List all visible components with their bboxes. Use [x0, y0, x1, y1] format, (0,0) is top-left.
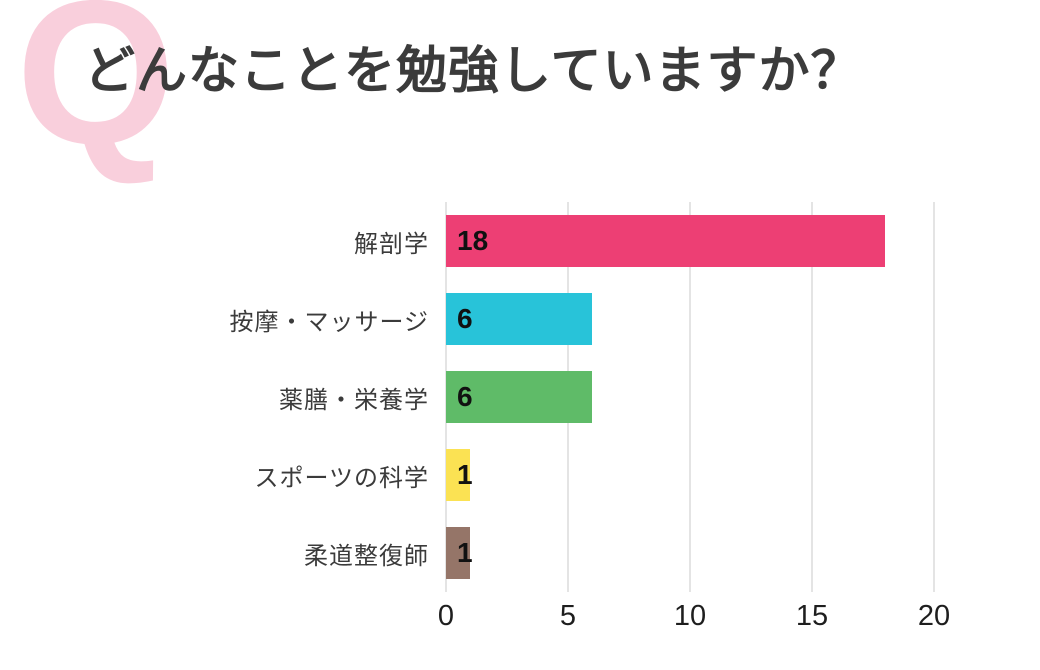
bar-value-label: 1: [457, 537, 473, 568]
x-tick-label: 10: [673, 600, 707, 632]
gridline: [933, 202, 935, 592]
category-label: スポーツの科学: [254, 464, 429, 492]
x-tick-label: 20: [917, 600, 951, 632]
gridline: [811, 202, 813, 592]
x-tick-label: 5: [559, 600, 577, 632]
category-label: 柔道整復師: [304, 542, 429, 570]
bar-track: 1: [446, 514, 1040, 592]
page-title: どんなことを勉強していますか？: [84, 42, 863, 99]
bar: 1: [446, 527, 473, 579]
bar-track: 1: [446, 436, 1040, 514]
bar-track: 6: [446, 358, 1040, 436]
category-label: 按摩・マッサージ: [229, 308, 429, 336]
bar: 18: [446, 215, 885, 267]
bar-track: 6: [446, 280, 1040, 358]
bar-rows: 解剖学 18 按摩・マッサージ 6 薬膳・栄養学 6 スポーツの科学 1 柔道整復師 1: [0, 202, 1040, 592]
bar: 1: [446, 449, 473, 501]
category-label: 薬膳・栄養学: [279, 386, 429, 414]
bar-row: 薬膳・栄養学 6: [0, 358, 1040, 436]
bar-value-label: 18: [457, 225, 489, 256]
q-watermark: Q: [16, 0, 176, 187]
category-label: 解剖学: [354, 230, 429, 258]
bar-row: 柔道整復師 1: [0, 514, 1040, 592]
x-tick-label: 15: [795, 600, 829, 632]
x-axis: 0 5 10 15 20: [438, 592, 1040, 642]
bar: 6: [446, 293, 592, 345]
gridline: [689, 202, 691, 592]
bar-row: スポーツの科学 1: [0, 436, 1040, 514]
bar-value-label: 6: [457, 303, 473, 334]
bar-value-label: 1: [457, 459, 473, 490]
bar-value-label: 6: [457, 381, 473, 412]
bar-chart: 解剖学 18 按摩・マッサージ 6 薬膳・栄養学 6 スポーツの科学 1 柔道整復師 1 0 5 10…: [0, 202, 1040, 642]
bar-row: 按摩・マッサージ 6: [0, 280, 1040, 358]
x-tick-label: 0: [437, 600, 455, 632]
bar-track: 18: [446, 202, 1040, 280]
bar: 6: [446, 371, 592, 423]
bar-row: 解剖学 18: [0, 202, 1040, 280]
